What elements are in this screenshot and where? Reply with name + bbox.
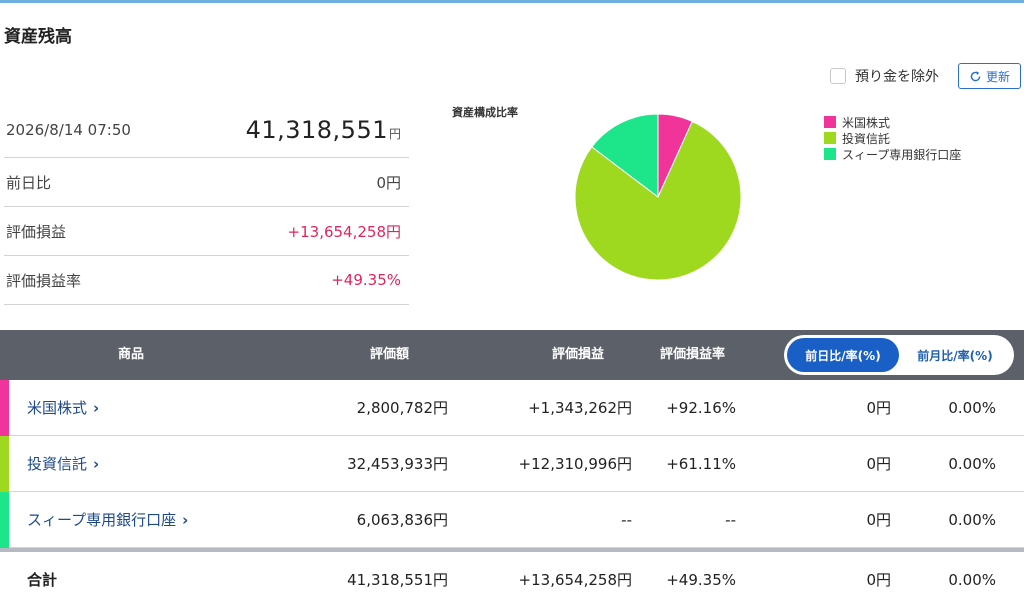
row-color-bar — [0, 436, 9, 492]
product-link[interactable]: 米国株式 › — [27, 380, 99, 436]
cell-diff: 0円 — [866, 455, 891, 473]
total-label: 合計 — [27, 571, 58, 589]
legend-label: スィープ専用銀行口座 — [842, 147, 962, 162]
pie-slice-3 — [591, 113, 659, 199]
cell-gain-rate: -- — [725, 511, 736, 529]
summary-value: 0円 — [376, 173, 401, 192]
exclude-deposit-label: 預り金を除外 — [855, 69, 939, 85]
cell-valuation: 41,318,551円 — [347, 571, 448, 589]
page-title: 資産残高 — [4, 27, 72, 47]
legend-label: 米国株式 — [842, 115, 891, 130]
summary-label: 評価損益率 — [6, 271, 82, 290]
refresh-button[interactable]: 更新 — [958, 63, 1021, 89]
toggle-day-comparison[interactable]: 前日比/率(%) — [787, 338, 899, 372]
header-gain-rate: 評価損益率 — [660, 347, 726, 362]
cell-diff-rate: 0.00% — [948, 571, 996, 589]
table-row: 投資信託 › 32,453,933円 +12,310,996円 +61.11% 0… — [0, 436, 1024, 492]
legend-swatch — [824, 116, 836, 128]
summary-label: 評価損益 — [6, 222, 67, 241]
product-link[interactable]: 投資信託 › — [27, 436, 99, 492]
cell-gain-rate: +61.11% — [666, 455, 736, 473]
table-total-row: 合計 41,318,551円 +13,654,258円 +49.35% 0円 0… — [0, 552, 1024, 605]
legend-item: 投資信託 — [824, 130, 961, 146]
product-name: 投資信託 — [27, 455, 88, 473]
cell-diff: 0円 — [866, 399, 891, 417]
table-row: スィープ専用銀行口座 › 6,063,836円 -- -- 0円 0.00% — [0, 492, 1024, 548]
cell-gain: +12,310,996円 — [518, 455, 632, 473]
total-separator — [0, 548, 1024, 552]
exclude-deposit-checkbox[interactable] — [830, 68, 846, 84]
summary-row-gain-rate: 評価損益率 +49.35% — [4, 256, 409, 305]
cell-gain-rate: +92.16% — [666, 399, 736, 417]
cell-gain: -- — [621, 511, 632, 529]
header-gain: 評価損益 — [552, 347, 605, 362]
summary-row-day-change: 前日比 0円 — [4, 158, 409, 207]
product-link[interactable]: スィープ専用銀行口座 › — [27, 492, 188, 548]
chart-legend: 米国株式 投資信託 スィープ専用銀行口座 — [824, 114, 961, 162]
refresh-icon — [970, 70, 981, 81]
chevron-right-icon: › — [93, 399, 100, 417]
legend-swatch — [824, 148, 836, 160]
cell-diff-rate: 0.00% — [948, 399, 996, 417]
cell-diff-rate: 0.00% — [948, 455, 996, 473]
asset-summary: 2026/8/14 07:50 41,318,551円 前日比 0円 評価損益 … — [4, 102, 409, 305]
legend-swatch — [824, 132, 836, 144]
chart-title: 資産構成比率 — [452, 106, 518, 119]
cell-gain: +13,654,258円 — [518, 571, 632, 589]
cell-diff: 0円 — [866, 511, 891, 529]
pie-slice-2 — [574, 120, 742, 281]
cell-diff: 0円 — [866, 571, 891, 589]
cell-valuation: 2,800,782円 — [356, 399, 448, 417]
comparison-toggle: 前日比/率(%) 前月比/率(%) — [784, 335, 1014, 375]
summary-label: 前日比 — [6, 173, 52, 192]
table-header: 商品 評価額 評価損益 評価損益率 前日比/率(%) 前月比/率(%) — [0, 330, 1024, 380]
cell-gain: +1,343,262円 — [528, 399, 632, 417]
legend-item: 米国株式 — [824, 114, 961, 130]
asset-pie-chart — [574, 113, 742, 281]
product-name: 米国株式 — [27, 399, 88, 417]
table-row: 米国株式 › 2,800,782円 +1,343,262円 +92.16% 0円 … — [0, 380, 1024, 436]
header-valuation: 評価額 — [370, 347, 410, 362]
row-color-bar — [0, 380, 9, 436]
summary-total-value: 41,318,551 — [245, 115, 388, 144]
holdings-table: 商品 評価額 評価損益 評価損益率 前日比/率(%) 前月比/率(%) 米国株式… — [0, 330, 1024, 605]
summary-value: +49.35% — [331, 271, 401, 289]
legend-label: 投資信託 — [842, 131, 891, 146]
exclude-deposit-toggle[interactable]: 預り金を除外 — [830, 66, 939, 86]
chevron-right-icon: › — [182, 511, 189, 529]
header-product: 商品 — [118, 347, 145, 362]
cell-gain-rate: +49.35% — [666, 571, 736, 589]
cell-valuation: 32,453,933円 — [347, 455, 448, 473]
cell-valuation: 6,063,836円 — [356, 511, 448, 529]
row-color-bar — [0, 492, 9, 548]
top-accent-bar — [0, 0, 1024, 3]
summary-datetime: 2026/8/14 07:50 — [6, 120, 131, 139]
cell-diff-rate: 0.00% — [948, 511, 996, 529]
legend-item: スィープ専用銀行口座 — [824, 146, 961, 162]
summary-row-gain: 評価損益 +13,654,258円 — [4, 207, 409, 256]
chevron-right-icon: › — [93, 455, 100, 473]
summary-total-unit: 円 — [388, 126, 401, 141]
product-name: スィープ専用銀行口座 — [27, 511, 177, 529]
summary-value: +13,654,258円 — [287, 222, 401, 241]
refresh-label: 更新 — [985, 69, 1010, 84]
summary-total-row: 2026/8/14 07:50 41,318,551円 — [4, 102, 409, 158]
toggle-month-comparison[interactable]: 前月比/率(%) — [917, 348, 993, 363]
